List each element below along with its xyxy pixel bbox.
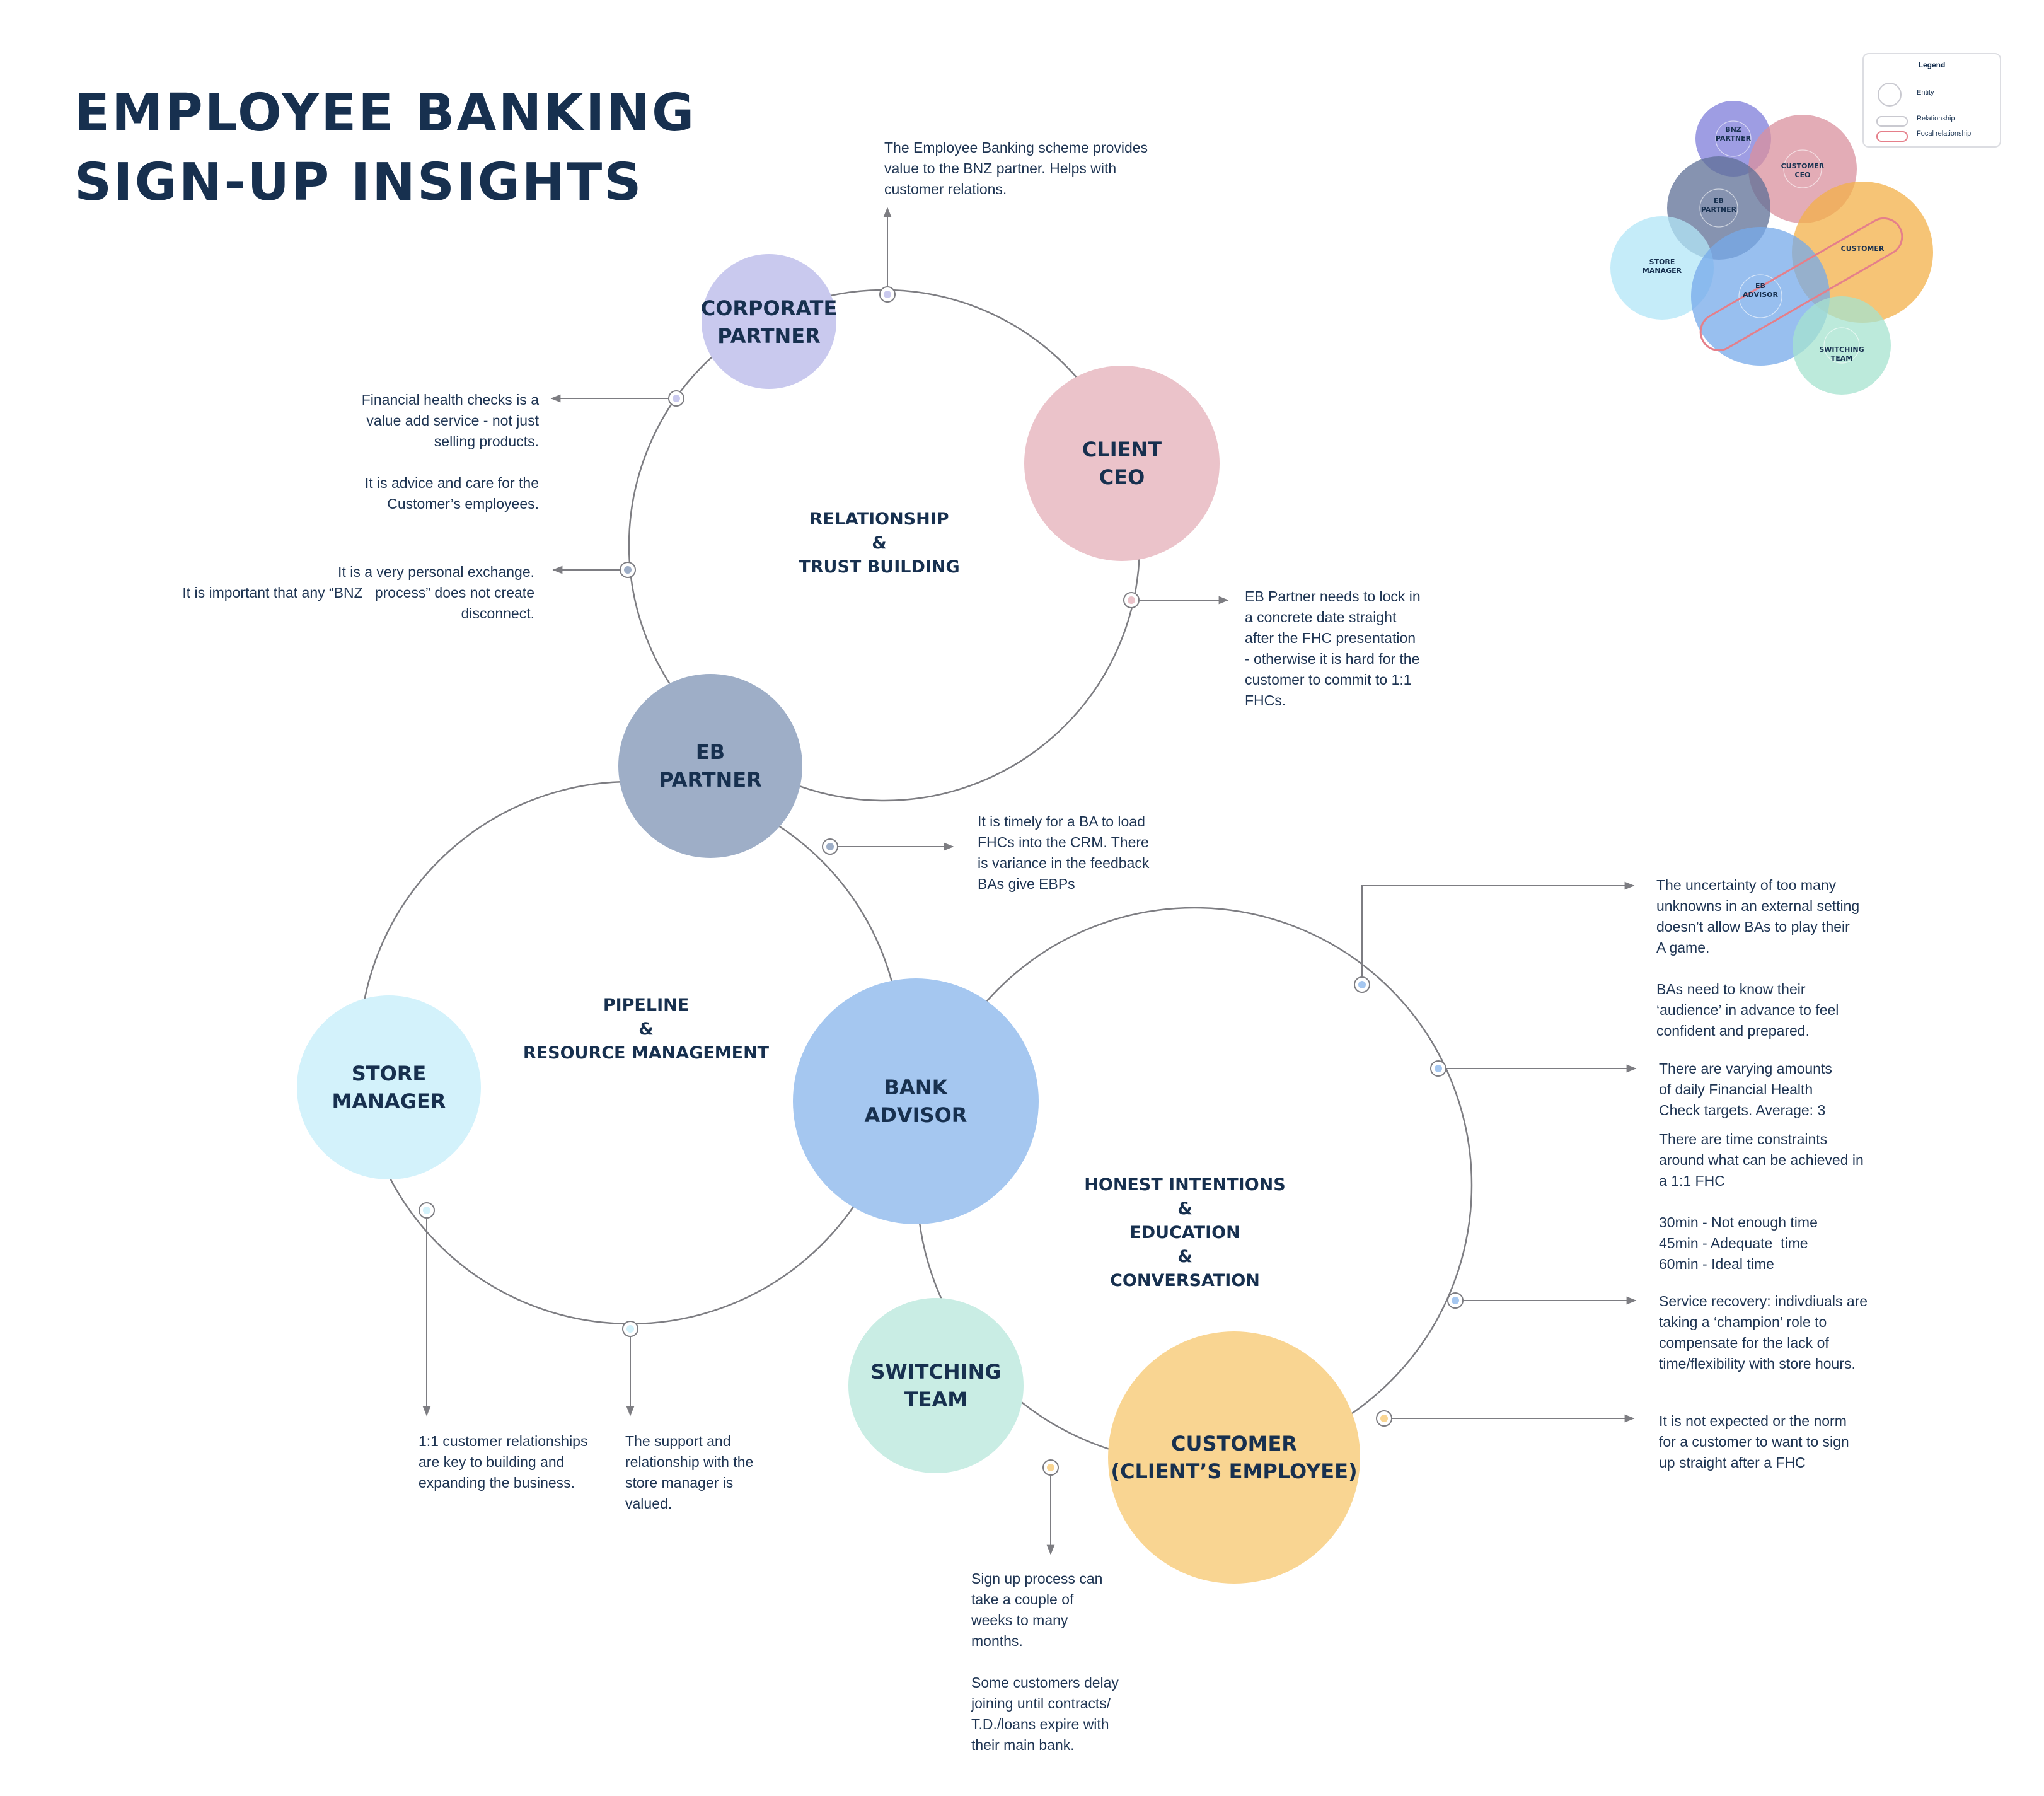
note-targets: There are varying amounts of daily Finan… <box>1659 1060 1832 1118</box>
mini-label-customer: CUSTOMER <box>1840 245 1885 253</box>
legend: Legend Entity Relationship Focal relatio… <box>1862 53 2001 148</box>
note-not-expected: It is not expected or the norm for a cus… <box>1659 1413 1849 1471</box>
mini-label-bnz-partner: BNZ PARTNER <box>1715 125 1752 142</box>
mini-label-switching-team: SWITCHING TEAM <box>1819 345 1864 362</box>
customer-label: CUSTOMER (CLIENT’S EMPLOYEE) <box>1111 1432 1358 1483</box>
connector-uncertainty <box>1361 881 1635 983</box>
switching-team-node <box>848 1298 1024 1473</box>
store-manager-node <box>297 995 481 1179</box>
title-line-1: EMPLOYEE BANKING <box>74 83 696 143</box>
note-timely-ba: It is timely for a BA to load FHCs into … <box>978 813 1150 892</box>
anchor-dots <box>419 286 1464 1476</box>
title-line-2: SIGN-UP INSIGHTS <box>74 153 644 212</box>
legend-entity-label: Entity <box>1917 89 1934 96</box>
note-signup-process: Sign up process can take a couple of wee… <box>971 1570 1119 1753</box>
legend-relationship-swatch <box>1876 116 1908 127</box>
bank-advisor-node <box>793 978 1039 1224</box>
mini-label-customer-ceo: CUSTOMER CEO <box>1781 162 1825 179</box>
page-title: EMPLOYEE BANKING SIGN-UP INSIGHTS <box>74 79 696 217</box>
note-health-checks: Financial health checks is a value add s… <box>361 391 539 512</box>
legend-relationship-label: Relationship <box>1917 115 1955 122</box>
switching-team-label: SWITCHING TEAM <box>870 1360 1002 1411</box>
mini-label-store-manager: STORE MANAGER <box>1642 258 1682 275</box>
relationship-pipeline-label: PIPELINE & RESOURCE MANAGEMENT <box>523 995 770 1063</box>
store-manager-label: STORE MANAGER <box>332 1062 446 1113</box>
customer-node <box>1108 1331 1360 1584</box>
corporate-partner-label: CORPORATE PARTNER <box>700 296 838 348</box>
note-scheme-value: The Employee Banking scheme provides val… <box>884 139 1148 197</box>
legend-focal-label: Focal relationship <box>1917 130 1972 137</box>
mini-store-manager <box>1610 216 1714 320</box>
legend-title: Legend <box>1918 61 1946 69</box>
client-ceo-node <box>1024 366 1220 561</box>
client-ceo-label: CLIENT CEO <box>1082 437 1162 489</box>
mini-focal-relationship <box>1699 217 1903 351</box>
mini-label-eb-advisor: EB ADVISOR <box>1743 282 1778 299</box>
legend-focal-swatch <box>1876 131 1908 142</box>
bank-advisor-label: BANK ADVISOR <box>864 1075 967 1127</box>
eb-partner-node <box>618 674 802 858</box>
note-store-support: The support and relationship with the st… <box>625 1433 754 1512</box>
note-service-recovery: Service recovery: indivdiuals are taking… <box>1659 1293 1868 1372</box>
note-time-constraints: There are time constraints around what c… <box>1659 1131 1864 1272</box>
legend-entity-swatch <box>1878 83 1902 107</box>
relationship-trust-label: RELATIONSHIP & TRUST BUILDING <box>799 509 960 577</box>
mini-label-eb-partner: EB PARTNER <box>1700 197 1737 214</box>
relationship-honest-label: HONEST INTENTIONS & EDUCATION & CONVERSA… <box>1084 1175 1286 1290</box>
corporate-partner-node <box>702 254 836 389</box>
note-personal-exchange: It is a very personal exchange. It is im… <box>182 564 534 622</box>
mini-switching-team <box>1793 296 1891 395</box>
note-lock-date: EB Partner needs to lock in a concrete d… <box>1245 588 1421 709</box>
note-one-to-one: 1:1 customer relationships are key to bu… <box>419 1433 588 1491</box>
eb-partner-label: EB PARTNER <box>659 740 762 792</box>
mini-overview-map <box>1610 101 1933 395</box>
note-uncertainty: The uncertainty of too many unknowns in … <box>1656 877 1860 1039</box>
